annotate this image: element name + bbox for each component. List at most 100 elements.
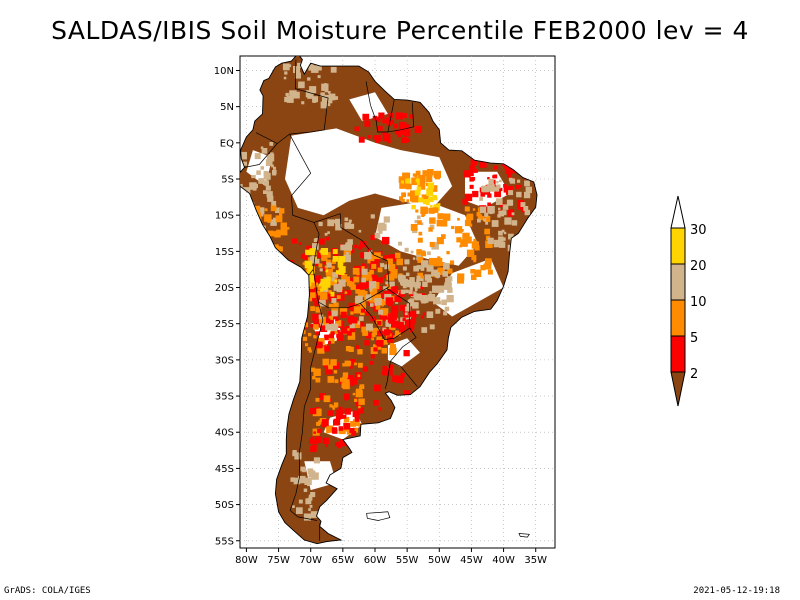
lon-tick-label: 60W <box>364 555 387 566</box>
percentile-cell <box>349 365 353 369</box>
percentile-cell <box>361 277 366 283</box>
percentile-cell <box>344 276 350 283</box>
percentile-cell <box>397 274 404 281</box>
percentile-cell <box>401 180 404 184</box>
percentile-cell <box>394 313 398 317</box>
percentile-cell <box>357 407 364 414</box>
percentile-cell <box>270 219 277 226</box>
percentile-cell <box>345 243 352 251</box>
percentile-cell <box>314 238 318 242</box>
percentile-cell <box>477 214 483 219</box>
percentile-cell <box>332 272 338 278</box>
percentile-cell <box>505 168 512 174</box>
percentile-cell <box>352 419 360 427</box>
percentile-cell <box>400 372 405 378</box>
percentile-cell <box>476 212 481 217</box>
percentile-cell <box>315 64 322 71</box>
percentile-cell <box>414 125 422 133</box>
percentile-cell <box>437 268 441 272</box>
percentile-cell <box>307 266 314 272</box>
percentile-cell <box>420 315 424 319</box>
percentile-cell <box>327 219 335 227</box>
percentile-cell <box>334 279 338 283</box>
percentile-cell <box>290 477 295 482</box>
percentile-cell <box>418 231 423 236</box>
percentile-cell <box>511 220 518 226</box>
percentile-cell <box>383 275 386 278</box>
percentile-cell <box>447 268 453 274</box>
lon-tick-label: 80W <box>235 555 258 566</box>
percentile-cell <box>352 410 360 418</box>
percentile-cell <box>399 325 407 333</box>
percentile-cell <box>348 219 352 223</box>
percentile-cell <box>409 298 415 303</box>
percentile-cell <box>406 279 415 288</box>
percentile-cell <box>399 127 408 135</box>
percentile-cell <box>383 133 388 138</box>
percentile-cell <box>307 257 312 261</box>
percentile-cell <box>303 488 308 492</box>
percentile-cell <box>324 265 328 269</box>
percentile-cell <box>412 257 416 260</box>
percentile-cell <box>364 340 370 346</box>
percentile-cell <box>318 338 325 345</box>
percentile-cell <box>471 274 477 280</box>
percentile-cell <box>484 215 491 222</box>
percentile-cell <box>365 311 370 316</box>
percentile-cell <box>333 418 341 426</box>
percentile-cell <box>406 272 410 277</box>
percentile-cell <box>457 217 460 221</box>
percentile-cell <box>488 178 494 185</box>
percentile-cell <box>359 316 364 321</box>
island-outline <box>518 533 530 538</box>
percentile-cell <box>373 135 378 140</box>
lon-tick-label: 35W <box>524 555 547 566</box>
percentile-cell <box>280 222 287 229</box>
percentile-cell <box>369 288 373 292</box>
percentile-cell <box>466 215 472 221</box>
percentile-cell <box>315 262 320 266</box>
percentile-cell <box>334 379 339 384</box>
percentile-cell <box>346 330 352 336</box>
percentile-cell <box>328 290 332 294</box>
percentile-cell <box>416 279 420 283</box>
percentile-cell <box>501 229 505 233</box>
percentile-cell <box>307 483 310 487</box>
percentile-cell <box>429 291 432 294</box>
percentile-cell <box>338 256 346 263</box>
percentile-cell <box>441 299 447 306</box>
percentile-cell <box>356 388 362 395</box>
percentile-cell <box>405 289 409 293</box>
percentile-cell <box>334 404 338 408</box>
percentile-cell <box>374 319 378 323</box>
percentile-cell <box>309 248 317 256</box>
percentile-cell <box>412 302 419 309</box>
percentile-cell <box>324 83 327 86</box>
percentile-cell <box>260 146 264 149</box>
percentile-cell <box>372 327 380 336</box>
percentile-cell <box>333 252 339 258</box>
percentile-cell <box>437 256 441 260</box>
percentile-cell <box>487 177 490 180</box>
percentile-cell <box>483 263 490 270</box>
percentile-cell <box>317 75 321 79</box>
percentile-cell <box>319 250 323 253</box>
percentile-cell <box>272 169 277 175</box>
percentile-cell <box>417 237 423 243</box>
percentile-cell <box>416 310 420 314</box>
longitude-ticks: 80W 75W 70W 65W 60W 55W 50W 45W 40W 35W <box>235 548 547 566</box>
percentile-cell <box>417 182 426 190</box>
percentile-cell <box>495 198 503 205</box>
percentile-cell <box>352 267 360 275</box>
percentile-cell <box>357 362 363 368</box>
percentile-cell <box>416 186 422 191</box>
percentile-cell <box>350 311 354 315</box>
percentile-cell <box>363 281 370 288</box>
percentile-cell <box>444 282 452 290</box>
percentile-cell <box>508 190 514 196</box>
percentile-cell <box>400 289 406 295</box>
percentile-cell <box>362 113 370 121</box>
percentile-cell <box>368 281 377 289</box>
percentile-cell <box>508 177 513 182</box>
country-borders <box>244 59 530 541</box>
